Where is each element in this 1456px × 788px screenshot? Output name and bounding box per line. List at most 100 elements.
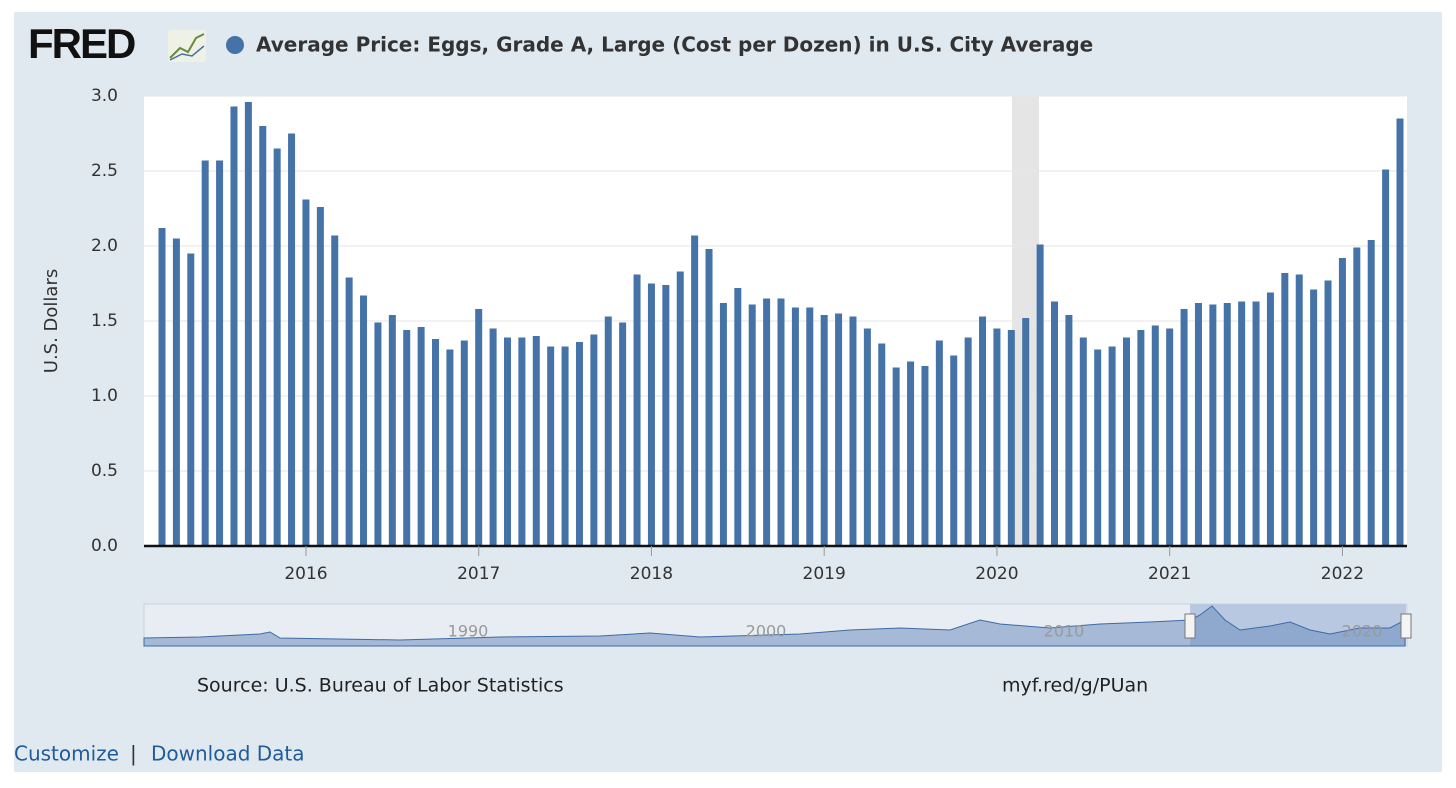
bar: [849, 316, 857, 546]
bar: [1396, 118, 1404, 546]
x-tick-label: 2018: [630, 564, 673, 584]
bar: [878, 343, 886, 546]
bar: [388, 315, 396, 546]
chart-title: Average Price: Eggs, Grade A, Large (Cos…: [256, 33, 1093, 57]
source: Source: U.S. Bureau of Labor Statistics: [197, 675, 564, 697]
bar: [360, 295, 368, 546]
bar: [1382, 169, 1390, 546]
bar: [719, 303, 727, 546]
bar: [820, 315, 828, 546]
bar: [446, 349, 454, 546]
bar: [1295, 274, 1303, 546]
x-tick-label: 2021: [1148, 564, 1191, 584]
x-tick-label: 2016: [284, 564, 327, 584]
bar: [777, 298, 785, 546]
download-link[interactable]: Download Data: [151, 742, 305, 766]
bar: [503, 337, 511, 546]
x-tick-label: 2019: [803, 564, 846, 584]
navigator-handle[interactable]: [1400, 613, 1412, 639]
bar: [158, 228, 166, 546]
y-tick-label: 0.0: [91, 536, 118, 556]
bar: [518, 337, 526, 546]
bar: [1137, 330, 1145, 546]
bar: [921, 366, 929, 546]
bar: [1079, 337, 1087, 546]
bar: [1310, 289, 1318, 546]
bar: [1007, 330, 1015, 546]
bar: [187, 253, 195, 546]
bar: [201, 160, 209, 546]
bar: [331, 235, 339, 546]
navigator-label: 2010: [1044, 622, 1085, 641]
bar: [259, 126, 267, 546]
bar: [1194, 303, 1202, 546]
y-tick-label: 2.5: [91, 161, 118, 181]
bar: [748, 304, 756, 546]
bar: [964, 337, 972, 546]
bar: [1151, 325, 1159, 546]
bar: [273, 148, 281, 546]
bar: [647, 283, 655, 546]
bar: [763, 298, 771, 546]
bar: [1209, 304, 1217, 546]
bar: [619, 322, 627, 546]
bar: [1223, 303, 1231, 546]
bar: [1051, 301, 1059, 546]
bar: [863, 328, 871, 546]
navigator: 1990 2000 2010 2020: [143, 603, 1412, 647]
bar: [734, 288, 742, 546]
bar: [950, 355, 958, 546]
navigator-label: 2000: [746, 622, 787, 641]
bar: [1324, 280, 1332, 546]
bar: [316, 207, 324, 546]
bar: [432, 339, 440, 546]
bars: [158, 102, 1404, 546]
y-tick-label: 2.0: [91, 236, 118, 256]
x-tick-label: 2017: [457, 564, 500, 584]
y-tick-label: 0.5: [91, 461, 118, 481]
bar: [489, 328, 497, 546]
bar: [979, 316, 987, 546]
navigator-label: 2020: [1342, 622, 1383, 641]
bar: [216, 160, 224, 546]
bar: [835, 313, 843, 546]
bar: [302, 199, 310, 546]
customize-link[interactable]: Customize: [14, 742, 119, 766]
short-url: myf.red/g/PUan: [1002, 675, 1148, 697]
bar: [907, 361, 915, 546]
y-tick-label: 1.0: [91, 386, 118, 406]
bar: [1094, 349, 1102, 546]
bar: [633, 274, 641, 546]
bar: [604, 316, 612, 546]
y-axis-label: U.S. Dollars: [41, 269, 62, 373]
bar: [993, 328, 1001, 546]
bar: [806, 307, 814, 546]
bar: [172, 238, 180, 546]
bar: [374, 322, 382, 546]
bar: [892, 367, 900, 546]
bar: [1022, 318, 1030, 546]
bar: [475, 309, 483, 546]
x-tick-label: 2022: [1321, 564, 1364, 584]
bar: [705, 249, 713, 546]
bar: [288, 133, 296, 546]
bar: [590, 334, 598, 546]
bar: [1036, 244, 1044, 546]
bar: [1238, 301, 1246, 546]
bar: [460, 340, 468, 546]
bar: [417, 327, 425, 546]
bar: [1108, 346, 1116, 546]
bar: [1180, 309, 1188, 546]
bar: [935, 340, 943, 546]
bar: [575, 342, 583, 546]
logo: FRED: [28, 20, 135, 67]
bar: [230, 106, 238, 546]
bar: [244, 102, 252, 546]
y-tick-label: 3.0: [91, 86, 118, 106]
bar: [791, 307, 799, 546]
logo-icon: [168, 30, 206, 62]
bar: [1122, 337, 1130, 546]
navigator-handle[interactable]: [1184, 613, 1196, 639]
